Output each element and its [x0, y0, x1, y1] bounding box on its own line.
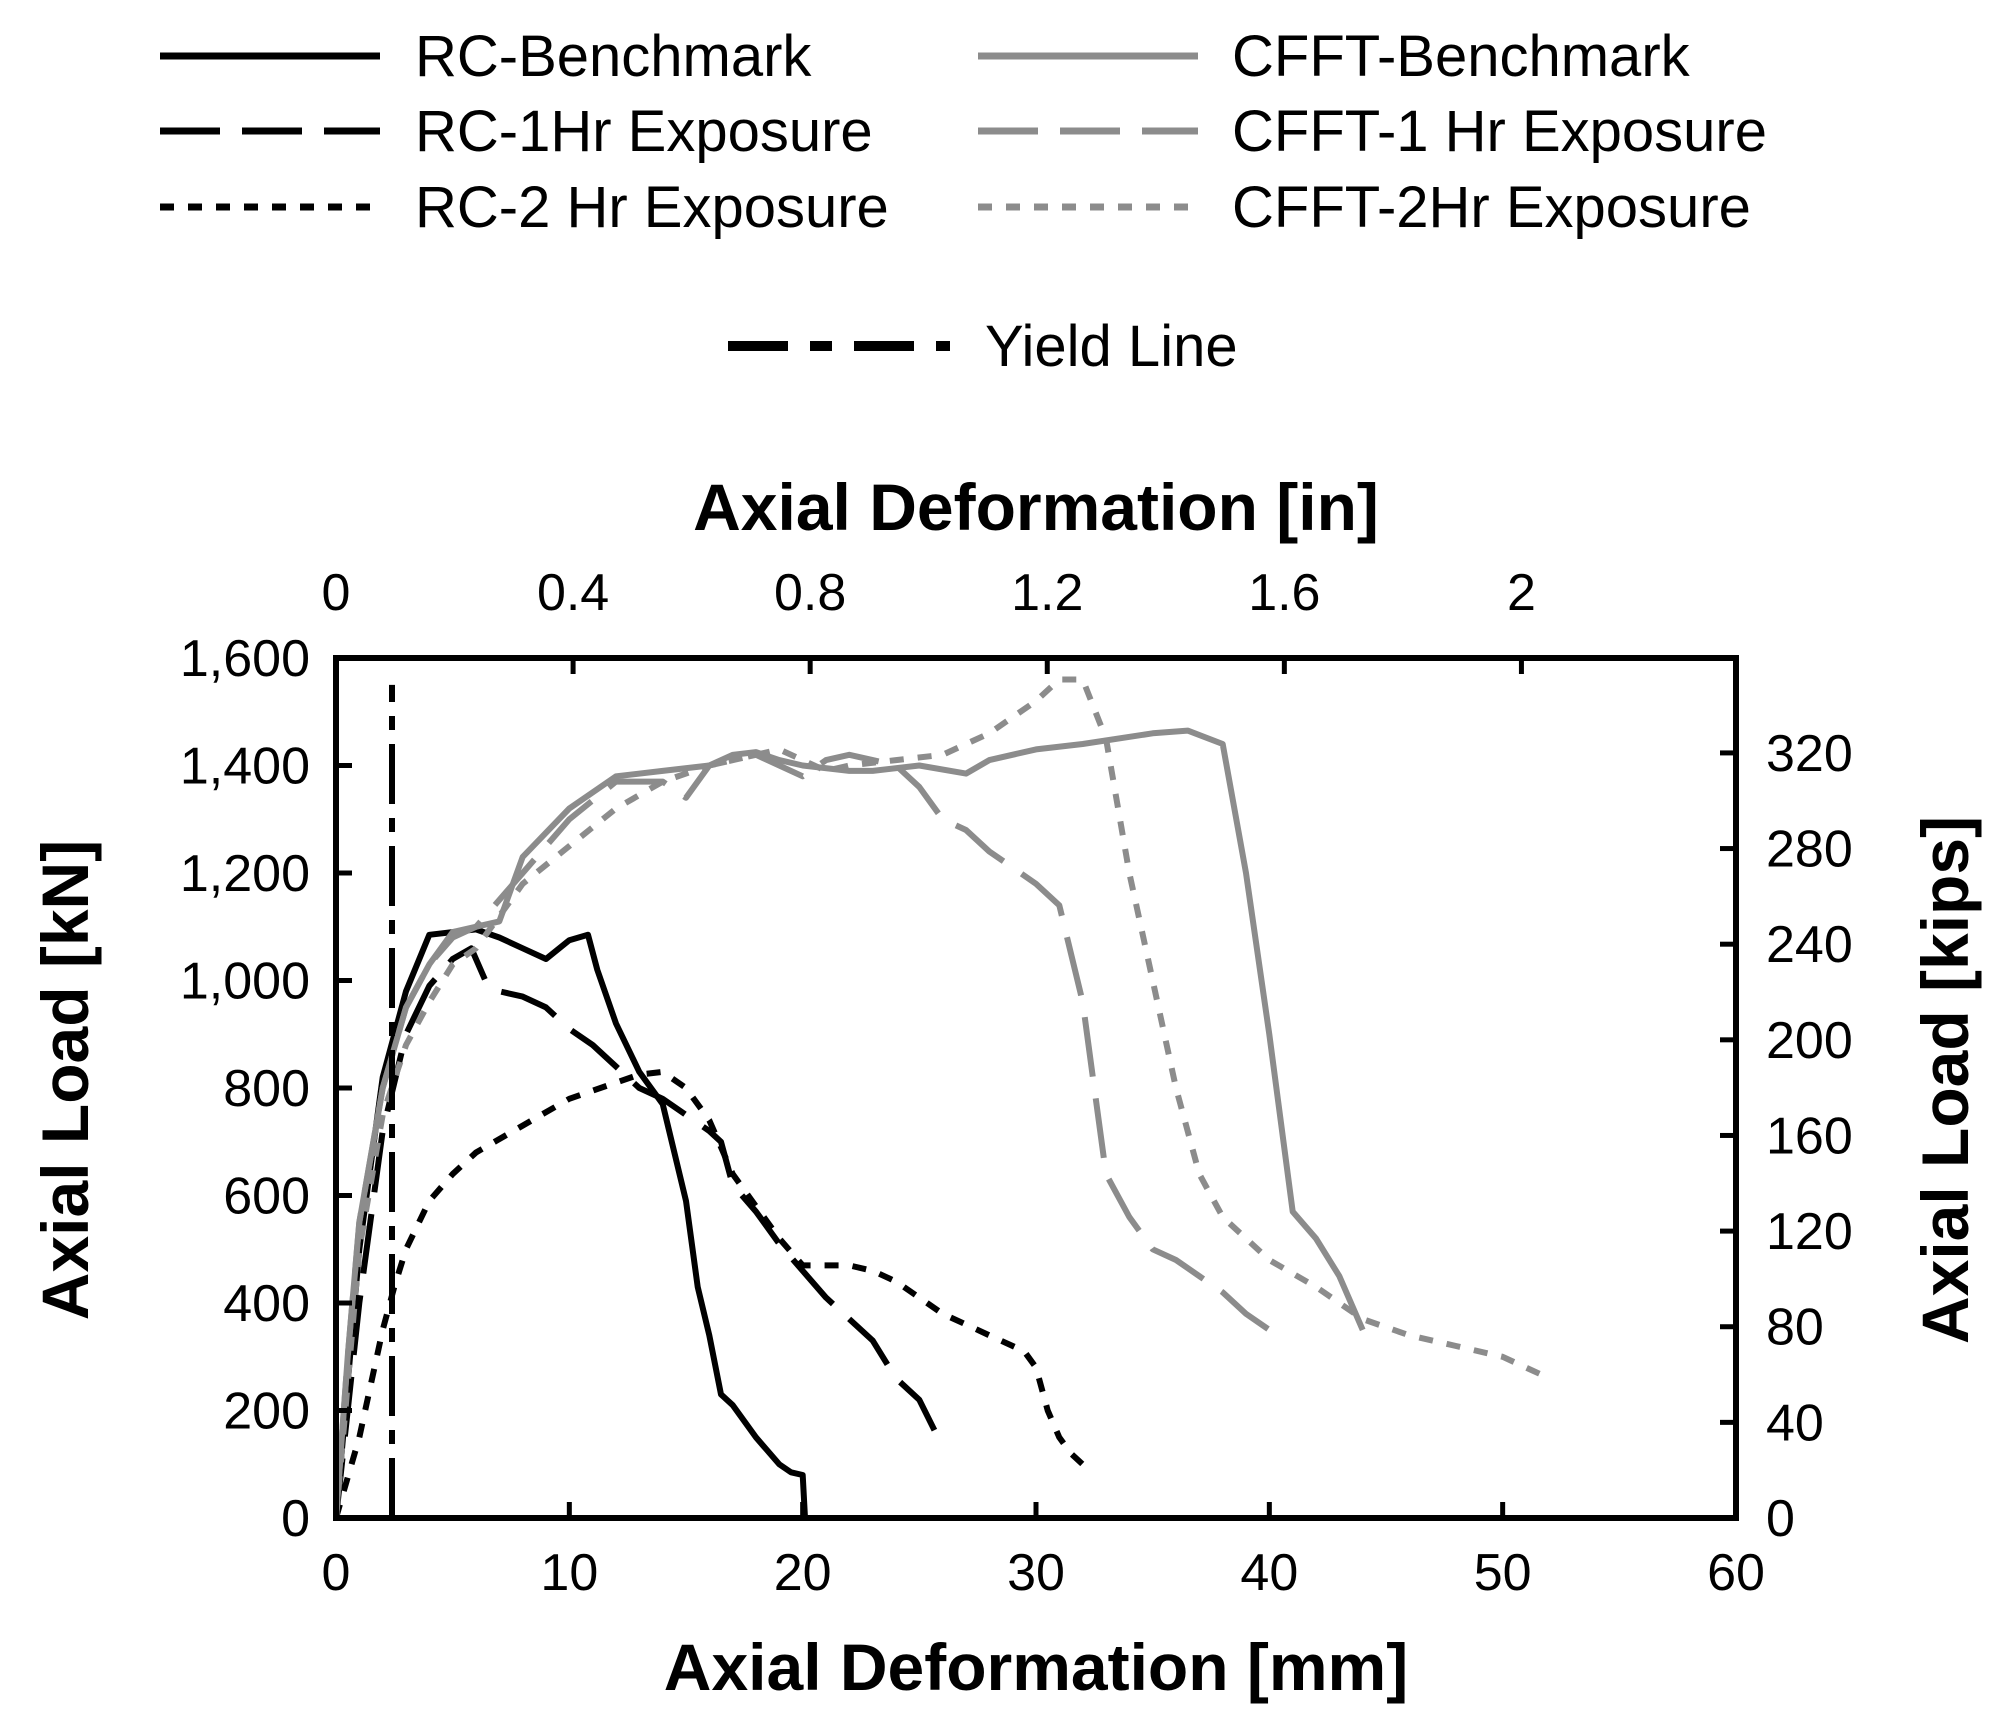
series-line-rc-2-hr-exposure	[333, 1068, 1085, 1519]
legend-label-yield-line: Yield Line	[985, 314, 1238, 379]
y-tick-label: 1,000	[180, 953, 310, 1011]
legend-label-rc-2-hr-exposure: RC-2 Hr Exposure	[415, 175, 889, 240]
y-tick-label: 1,400	[180, 738, 310, 796]
x-tick-label: 10	[540, 1544, 598, 1602]
x2-tick-label: 0.4	[537, 564, 609, 622]
legend-label-cfft-2hr-exposure: CFFT-2Hr Exposure	[1232, 175, 1751, 240]
x-tick-label: 60	[1707, 1544, 1765, 1602]
x2-axis-title: Axial Deformation [in]	[693, 470, 1379, 544]
series-layer	[333, 676, 1551, 1519]
legend-label-cfft-benchmark: CFFT-Benchmark	[1232, 24, 1691, 89]
x2-tick-label: 0	[322, 564, 351, 622]
x2-tick-label: 0.8	[774, 564, 846, 622]
plot-area	[333, 655, 1739, 1521]
x-tick-label: 40	[1240, 1544, 1298, 1602]
legend-label-cfft-1-hr-exposure: CFFT-1 Hr Exposure	[1232, 99, 1767, 164]
y2-tick-label: 200	[1766, 1012, 1853, 1070]
y2-tick-label: 80	[1766, 1299, 1824, 1357]
x2-tick-label: 1.2	[1011, 564, 1083, 622]
y-tick-label: 400	[223, 1275, 310, 1333]
ticks: 0 10 20 30 40 50 6002004006008001,0001,2001,40…	[180, 564, 1853, 1602]
x2-tick-label: 2	[1507, 564, 1536, 622]
x-tick-label: 0	[322, 1544, 351, 1602]
series-line-cfft-benchmark	[333, 727, 1366, 1519]
y2-tick-label: 160	[1766, 1107, 1853, 1165]
series-line-rc-benchmark	[333, 926, 808, 1519]
y-tick-label: 0	[281, 1490, 310, 1548]
series-line-cfft-1-hr-exposure	[333, 751, 1283, 1519]
legend-label-rc-1hr-exposure: RC-1Hr Exposure	[415, 99, 873, 164]
y2-tick-label: 120	[1766, 1203, 1853, 1261]
x-tick-label: 20	[774, 1544, 832, 1602]
y-tick-label: 200	[223, 1383, 310, 1441]
y-tick-label: 1,600	[180, 630, 310, 688]
series-line-rc-1hr-exposure	[333, 945, 941, 1519]
x-tick-label: 50	[1474, 1544, 1532, 1602]
y-tick-label: 600	[223, 1168, 310, 1226]
y-tick-label: 1,200	[180, 845, 310, 903]
x-tick-label: 30	[1007, 1544, 1065, 1602]
y-tick-label: 800	[223, 1060, 310, 1118]
legend: RC-Benchmark CFFT-Benchmark RC-1Hr Exposur…	[160, 24, 1767, 379]
x-axis-title: Axial Deformation [mm]	[664, 1630, 1408, 1704]
y-axis-title: Axial Load [kN]	[28, 840, 102, 1320]
y2-tick-label: 320	[1766, 725, 1853, 783]
legend-label-rc-benchmark: RC-Benchmark	[415, 24, 812, 89]
y2-axis-title: Axial Load [kips]	[1908, 816, 1982, 1344]
plot-frame	[333, 655, 1739, 1521]
y2-tick-label: 280	[1766, 821, 1853, 879]
y2-tick-label: 0	[1766, 1490, 1795, 1548]
y2-tick-label: 40	[1766, 1394, 1824, 1452]
series-line-cfft-2hr-exposure	[333, 676, 1551, 1519]
x2-tick-label: 1.6	[1248, 564, 1320, 622]
y2-tick-label: 240	[1766, 916, 1853, 974]
